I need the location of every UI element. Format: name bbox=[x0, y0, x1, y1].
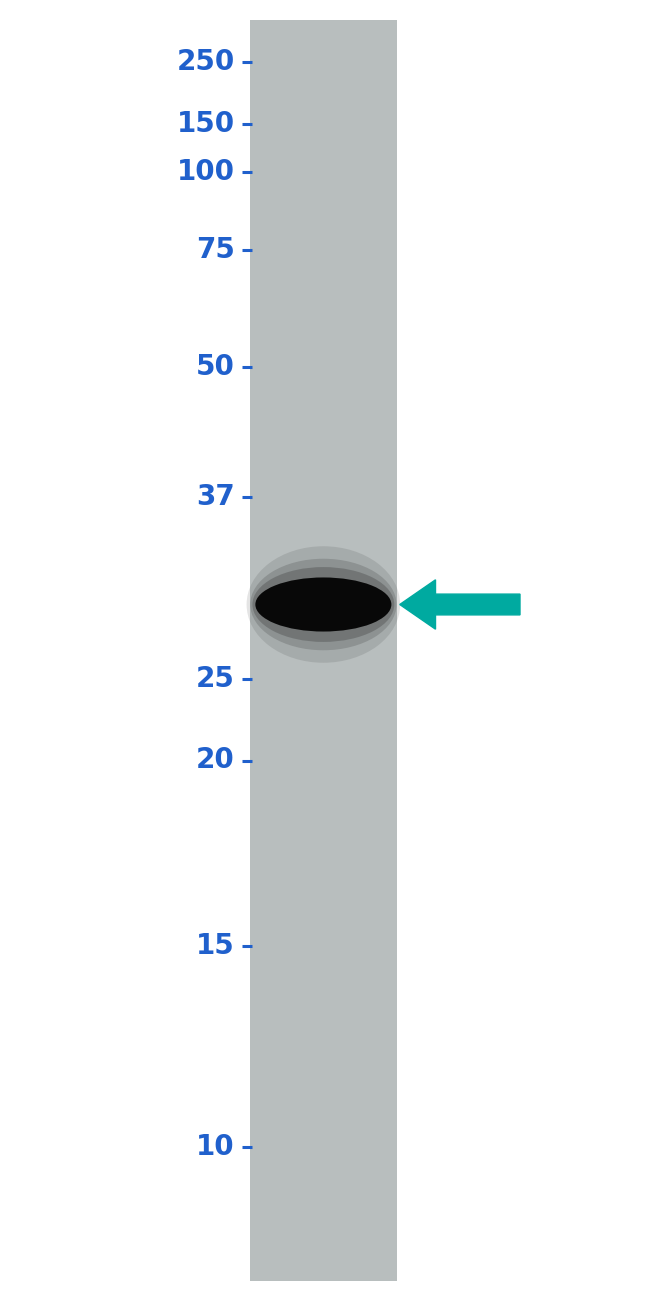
Ellipse shape bbox=[246, 546, 400, 663]
Ellipse shape bbox=[250, 559, 396, 650]
Text: 25: 25 bbox=[196, 664, 235, 693]
Text: 100: 100 bbox=[177, 157, 235, 186]
FancyArrow shape bbox=[400, 580, 520, 629]
Bar bbox=[250, 20, 396, 1280]
Text: 75: 75 bbox=[196, 235, 235, 264]
Text: 15: 15 bbox=[196, 932, 235, 961]
Text: 20: 20 bbox=[196, 746, 235, 775]
Ellipse shape bbox=[252, 567, 395, 642]
Ellipse shape bbox=[255, 577, 391, 632]
Text: 50: 50 bbox=[196, 352, 235, 381]
Text: 37: 37 bbox=[196, 482, 235, 511]
Text: 10: 10 bbox=[196, 1132, 235, 1161]
Text: 150: 150 bbox=[177, 109, 235, 138]
Text: 250: 250 bbox=[176, 48, 235, 77]
